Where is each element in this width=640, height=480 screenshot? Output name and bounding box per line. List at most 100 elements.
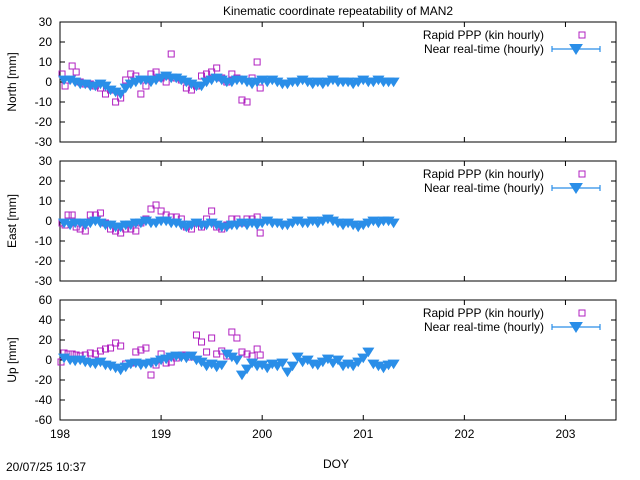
legend-swatch	[569, 44, 583, 56]
y-axis-label: East [mm]	[5, 194, 19, 248]
legend-label: Near real-time (hourly)	[424, 181, 544, 195]
data-point	[68, 62, 76, 70]
data-point	[291, 352, 304, 363]
timestamp: 20/07/25 10:37	[6, 460, 87, 474]
y-tick-label: 0	[45, 75, 52, 89]
data-point	[64, 211, 72, 219]
x-tick-label: 201	[353, 427, 373, 441]
x-tick-label: 200	[252, 427, 272, 441]
y-tick-label: -30	[35, 274, 53, 288]
panel-north: -30 -20 -10 0 10 20 30 North [mm] Rapid PPP (kin…	[5, 15, 617, 149]
data-point	[96, 209, 104, 217]
data-point	[228, 328, 236, 336]
data-point	[331, 355, 345, 366]
data-point	[286, 361, 299, 372]
data-point	[167, 50, 175, 58]
data-point	[243, 350, 251, 358]
data-point	[101, 345, 109, 353]
data-point	[208, 334, 216, 342]
y-tick-label: 20	[39, 333, 53, 347]
data-point	[357, 353, 370, 364]
data-point	[238, 348, 246, 356]
data-point	[387, 218, 400, 229]
data-point	[203, 348, 211, 356]
x-axis-label: DOY	[323, 457, 349, 471]
series-near-real-time	[58, 347, 400, 381]
y-tick-label: 10	[39, 55, 53, 69]
data-point	[235, 370, 249, 381]
panel-east: -30 -20 -10 0 10 20 30 East [mm] Rapid PPP (kin …	[5, 154, 617, 288]
x-tick-label: 199	[151, 427, 171, 441]
data-point	[137, 346, 145, 354]
y-tick-label: -10	[35, 95, 53, 109]
y-tick-label: 30	[39, 15, 53, 29]
data-point	[72, 68, 80, 76]
y-axis-label: North [mm]	[5, 52, 19, 111]
panel-up: -60 -40 -20 0 20 40 60 198 199 200 201 202 203 Up [mm…	[5, 293, 617, 441]
data-point	[243, 98, 251, 106]
legend-swatch	[578, 170, 586, 178]
data-point	[387, 77, 400, 88]
data-point	[261, 363, 274, 374]
x-tick-label: 203	[555, 427, 575, 441]
data-point	[61, 82, 69, 90]
data-point	[215, 360, 228, 371]
data-point	[208, 207, 216, 215]
legend-swatch	[569, 322, 583, 334]
data-point	[96, 347, 104, 355]
y-tick-label: -40	[35, 393, 53, 407]
y-tick-label: -10	[35, 234, 53, 248]
chart-title: Kinematic coordinate repeatability of MA…	[223, 4, 453, 18]
series-near-real-time	[58, 71, 400, 100]
data-point	[256, 84, 264, 92]
data-point	[117, 342, 125, 350]
data-point	[233, 334, 241, 342]
data-point	[119, 83, 132, 94]
y-tick-label: -60	[35, 413, 53, 427]
data-point	[127, 70, 135, 78]
data-point	[114, 89, 127, 100]
y-axis-label: Up [mm]	[5, 337, 19, 382]
y-tick-label: -20	[35, 254, 53, 268]
data-point	[147, 205, 155, 213]
data-point	[147, 371, 155, 379]
data-point	[142, 344, 150, 352]
x-tick-label: 202	[454, 427, 474, 441]
legend-swatch	[578, 309, 586, 317]
data-point	[240, 364, 254, 375]
data-point	[347, 361, 360, 372]
y-tick-label: -30	[35, 135, 53, 149]
legend-label: Rapid PPP (kin hourly)	[423, 167, 544, 181]
data-point	[198, 338, 206, 346]
data-point	[256, 229, 264, 237]
y-tick-label: 60	[39, 293, 53, 307]
y-tick-label: 10	[39, 194, 53, 208]
legend-swatch	[569, 183, 583, 195]
data-point	[86, 349, 94, 357]
data-point	[157, 207, 165, 215]
y-tick-label: 20	[39, 174, 53, 188]
data-point	[230, 355, 243, 366]
data-point	[253, 58, 261, 66]
legend-swatch	[578, 31, 586, 39]
data-point	[238, 96, 246, 104]
data-point	[281, 367, 294, 378]
y-tick-label: 30	[39, 154, 53, 168]
data-point	[152, 201, 160, 209]
data-point	[192, 331, 200, 339]
legend-label: Rapid PPP (kin hourly)	[423, 28, 544, 42]
data-point	[387, 359, 400, 370]
series-near-real-time	[58, 214, 400, 233]
y-tick-label: -20	[35, 373, 53, 387]
data-point	[256, 351, 264, 359]
y-tick-label: -20	[35, 115, 53, 129]
data-point	[132, 348, 140, 356]
y-tick-label: 0	[45, 214, 52, 228]
data-point	[362, 347, 375, 358]
data-point	[195, 81, 208, 92]
data-point	[68, 211, 76, 219]
x-tick-label: 198	[50, 427, 70, 441]
data-point	[112, 98, 120, 106]
